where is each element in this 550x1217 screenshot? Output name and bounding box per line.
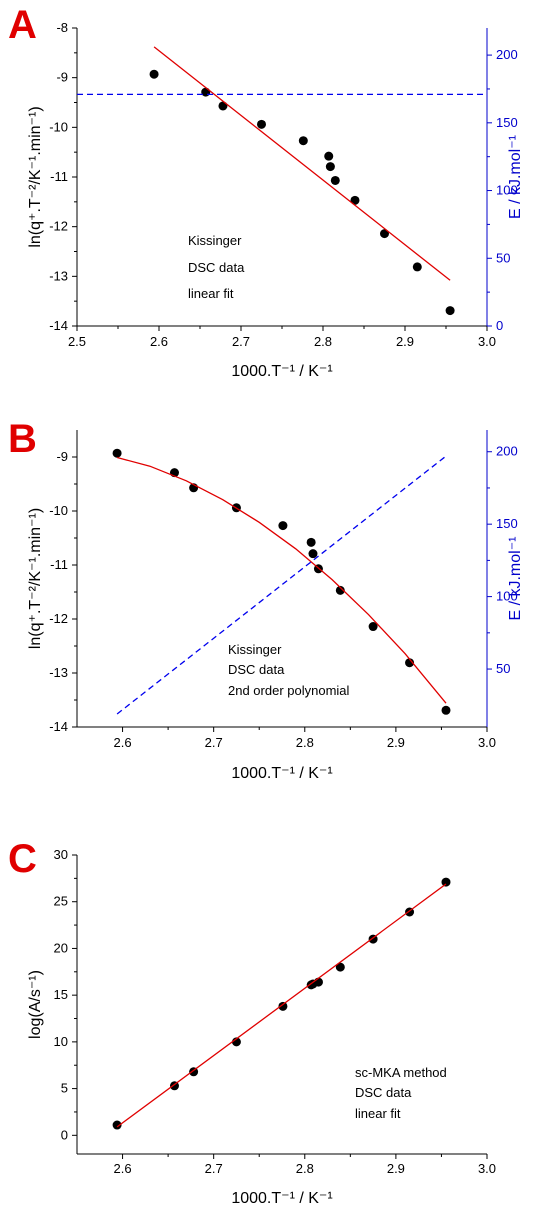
- data-point: [257, 119, 266, 129]
- y2-tick-label: 200: [496, 47, 518, 62]
- x-tick-label: 2.7: [205, 735, 223, 750]
- y-tick-label: 0: [61, 1127, 68, 1142]
- y2-tick-label: 100: [496, 589, 518, 604]
- annotation-text: DSC data: [188, 260, 245, 275]
- y-tick-label: -11: [50, 557, 68, 572]
- x-tick-label: 2.7: [205, 1161, 223, 1176]
- y2-axis-title: E / kJ.mol⁻¹: [507, 536, 524, 620]
- x-tick-label: 3.0: [478, 735, 496, 750]
- y-tick-label: -13: [49, 268, 68, 283]
- annotation-text: DSC data: [228, 662, 285, 677]
- annotation-text: Kissinger: [188, 233, 242, 248]
- data-point: [441, 705, 451, 715]
- y2-tick-label: 150: [496, 516, 518, 531]
- data-point: [278, 1001, 288, 1011]
- data-point: [278, 521, 288, 531]
- x-tick-label: 2.9: [387, 735, 405, 750]
- panel-letter: A: [8, 3, 37, 47]
- y-axis-title: log(A/s⁻¹): [27, 970, 44, 1039]
- y2-tick-label: 150: [496, 115, 518, 130]
- y-tick-label: -10: [49, 119, 68, 134]
- y2-tick-label: 0: [496, 318, 503, 333]
- x-axis-title: 1000.T⁻¹ / K⁻¹: [231, 765, 332, 782]
- y-tick-label: 20: [54, 940, 68, 955]
- data-point: [324, 151, 334, 161]
- x-axis-title: 1000.T⁻¹ / K⁻¹: [231, 1190, 332, 1207]
- y-tick-label: -12: [49, 611, 68, 626]
- data-point: [405, 658, 415, 668]
- y-tick-label: 15: [54, 987, 68, 1002]
- data-point: [112, 448, 122, 458]
- annotation-text: Kissinger: [228, 642, 282, 657]
- chart-panel-a: A 2.5 2.6 2.7 2.8 2.9 3.0 -14 -13 -12 -11 -10 -9 -8 0 5…: [8, 3, 524, 380]
- data-point: [149, 69, 159, 79]
- y-tick-label: -9: [56, 449, 68, 464]
- data-point: [441, 877, 451, 887]
- x-tick-label: 2.6: [114, 735, 132, 750]
- x-tick-label: 2.9: [387, 1161, 405, 1176]
- y2-tick-label: 200: [496, 444, 518, 459]
- data-point: [368, 622, 378, 632]
- chart-panel-b: B 2.6 2.7 2.8 2.9 3.0 -14 -13 -12 -11 -10 -9 50 100 15…: [8, 417, 524, 782]
- data-point: [335, 962, 345, 972]
- y-tick-label: 5: [61, 1081, 68, 1096]
- data-point: [112, 1120, 122, 1130]
- x-tick-label: 3.0: [478, 1161, 496, 1176]
- data-point: [330, 175, 340, 185]
- y-tick-label: -11: [50, 169, 68, 184]
- x-tick-label: 2.8: [314, 334, 332, 349]
- fit-line: [153, 46, 451, 281]
- y-tick-label: -12: [49, 219, 68, 234]
- y-axis-title: ln(q⁺.T⁻²/K⁻¹.min⁻¹): [27, 508, 44, 649]
- data-point: [298, 136, 308, 146]
- y-tick-label: 10: [54, 1034, 68, 1049]
- annotation-text: linear fit: [188, 286, 234, 301]
- x-tick-label: 2.7: [232, 334, 250, 349]
- x-tick-label: 2.6: [150, 334, 168, 349]
- y-axis-title: ln(q⁺.T⁻²/K⁻¹.min⁻¹): [27, 106, 44, 247]
- data-point: [218, 101, 228, 111]
- data-point: [380, 229, 389, 239]
- y-tick-label: -14: [49, 719, 68, 734]
- data-point: [325, 162, 335, 172]
- panel-letter: B: [8, 417, 37, 461]
- x-tick-label: 2.6: [114, 1161, 132, 1176]
- data-point: [335, 585, 345, 595]
- y2-tick-label: 50: [496, 250, 510, 265]
- y2-tick-label: 100: [496, 183, 518, 198]
- data-point: [308, 549, 318, 559]
- x-tick-label: 2.8: [296, 1161, 314, 1176]
- data-point: [412, 262, 422, 272]
- annotation-text: linear fit: [355, 1106, 401, 1121]
- x-axis-title: 1000.T⁻¹ / K⁻¹: [231, 363, 332, 380]
- y-tick-label: -10: [49, 503, 68, 518]
- annotation-text: sc-MKA method: [355, 1065, 447, 1080]
- x-tick-label: 2.8: [296, 735, 314, 750]
- data-point: [201, 87, 211, 97]
- y-tick-label: 25: [54, 894, 68, 909]
- chart-panel-c: C 2.6 2.7 2.8 2.9 3.0 0 5 10 15 20 25 30 1000.T⁻¹ / K…: [8, 837, 496, 1207]
- x-tick-label: 2.9: [396, 334, 414, 349]
- y-tick-label: 30: [54, 847, 68, 862]
- fit-line: [116, 883, 447, 1128]
- annotation-text: DSC data: [355, 1085, 412, 1100]
- x-tick-label: 3.0: [478, 334, 496, 349]
- y-tick-label: -13: [49, 665, 68, 680]
- fit-line: [116, 456, 447, 704]
- y-tick-label: -8: [56, 20, 68, 35]
- panel-letter: C: [8, 837, 37, 881]
- x-tick-label: 2.5: [68, 334, 86, 349]
- y-tick-label: -9: [56, 70, 68, 85]
- y2-axis-title: E / kJ.mol⁻¹: [507, 135, 524, 219]
- data-point: [306, 537, 316, 547]
- data-point: [350, 195, 360, 205]
- y-tick-label: -14: [49, 318, 68, 333]
- y2-tick-label: 50: [496, 661, 510, 676]
- annotation-text: 2nd order polynomial: [228, 683, 350, 698]
- data-point: [445, 306, 455, 316]
